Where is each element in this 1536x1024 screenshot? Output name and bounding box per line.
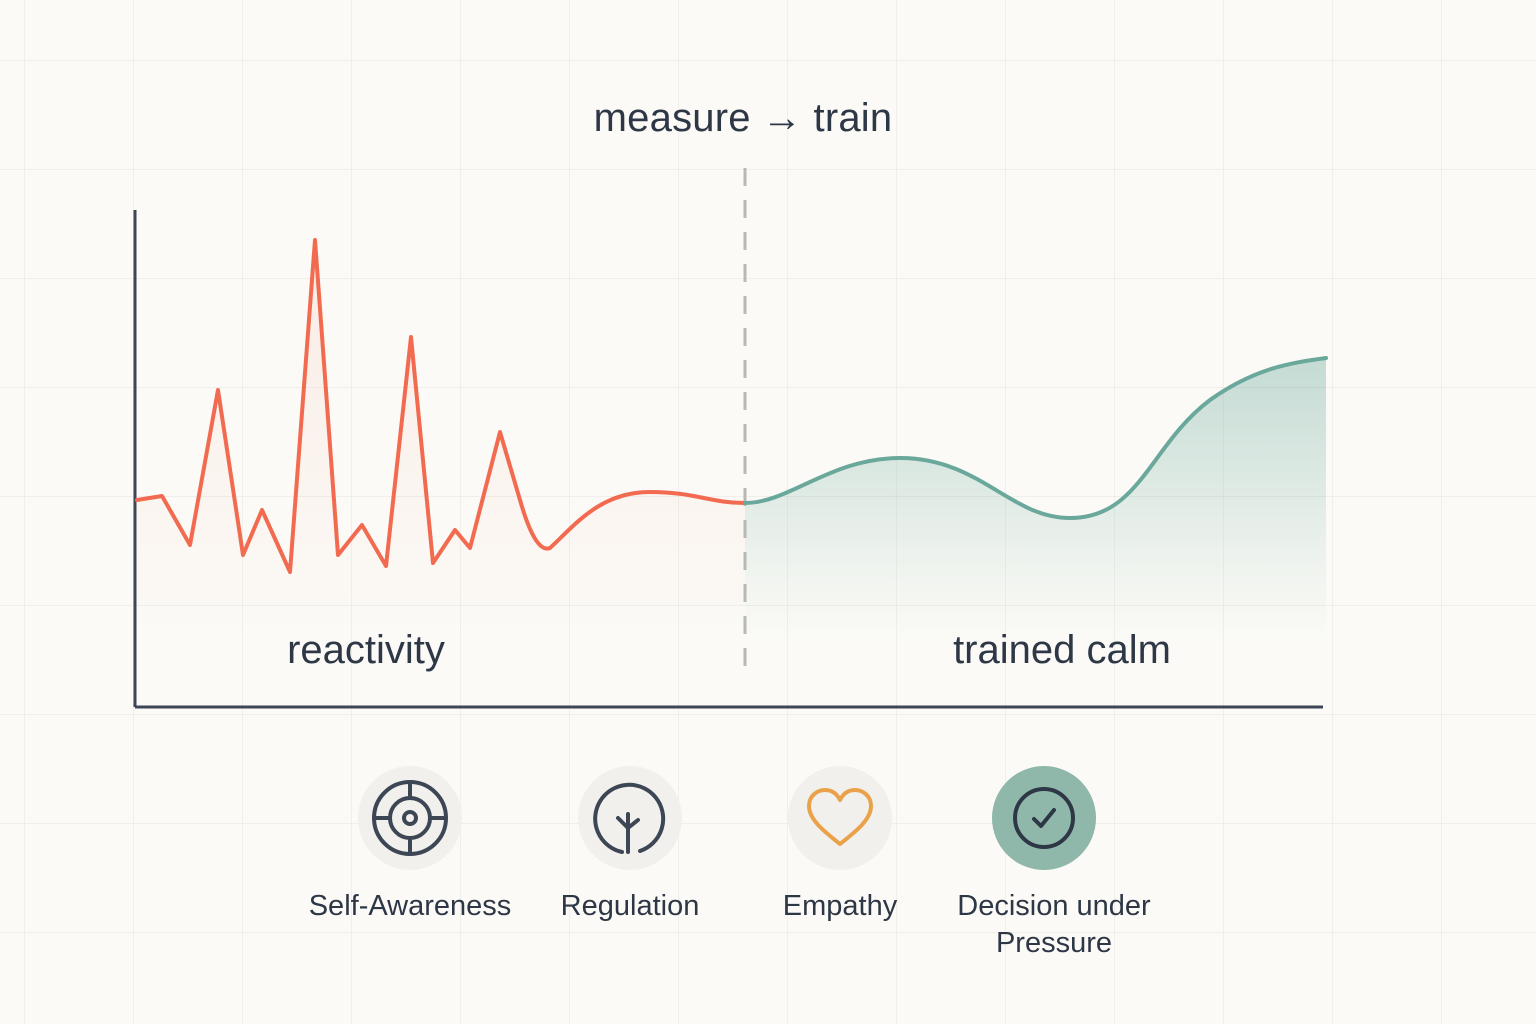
reactivity-area xyxy=(137,240,745,640)
skill-label: Decision under Pressure xyxy=(957,890,1151,959)
skill-self-awareness: Self-Awareness xyxy=(290,766,530,925)
heart-icon xyxy=(807,788,873,846)
trained-calm-area xyxy=(745,358,1326,640)
reactivity-label: reactivity xyxy=(287,628,445,672)
trained-calm-line xyxy=(743,356,1328,521)
skill-icon-badge xyxy=(578,766,682,870)
skill-icon-badge xyxy=(788,766,892,870)
check-circle-icon xyxy=(1013,787,1075,849)
trained-calm-label: trained calm xyxy=(953,628,1171,672)
skill-icon-badge xyxy=(358,766,462,870)
reactivity-line xyxy=(135,238,747,574)
skill-label: Self-Awareness xyxy=(308,890,512,922)
skill-empathy: Empathy xyxy=(720,766,960,925)
diagram-title: measure → train xyxy=(593,96,893,140)
skill-label: Regulation xyxy=(560,890,700,922)
skill-decision-under-pressure: Decision under Pressure xyxy=(924,766,1164,962)
skill-label: Empathy xyxy=(782,890,898,922)
target-icon xyxy=(372,780,448,856)
skill-regulation: Regulation xyxy=(510,766,750,925)
sprout-icon xyxy=(593,782,666,854)
skill-icon-badge-active xyxy=(992,766,1096,870)
